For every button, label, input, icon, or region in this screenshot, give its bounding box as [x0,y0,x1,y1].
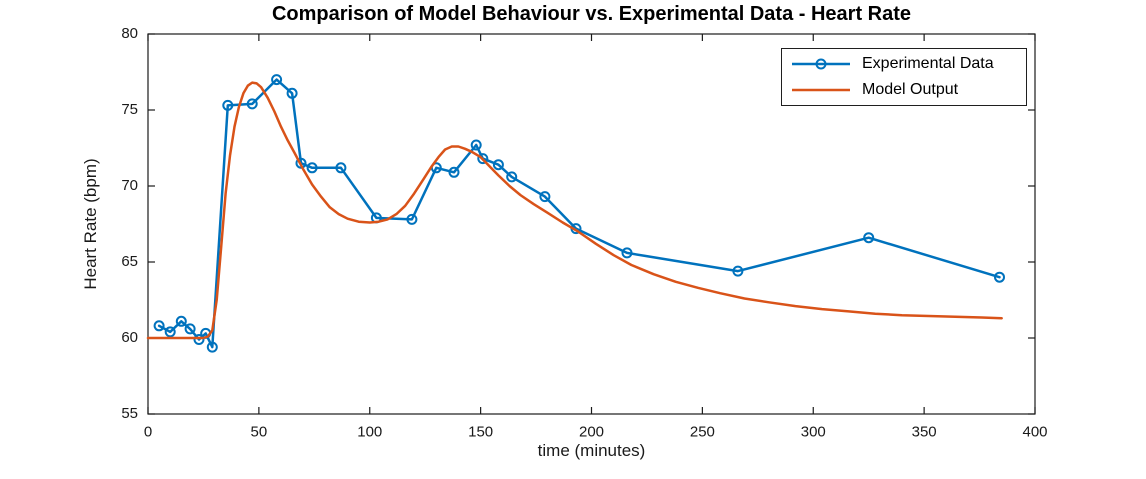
data-point-marker [175,315,187,327]
legend-sample-experimental [792,58,850,70]
legend: Experimental Data Model Output [781,48,1027,106]
data-point-marker [184,323,196,335]
data-point-marker [286,87,298,99]
data-point-marker [271,74,283,86]
y-axis-label: Heart Rate (bpm) [81,158,100,290]
data-point-marker [477,153,489,165]
legend-label-model: Model Output [862,81,959,98]
x-tick-label: 400 [1022,423,1047,440]
data-point-marker [153,320,165,332]
chart-title: Comparison of Model Behaviour vs. Experi… [271,3,912,25]
data-point-marker [621,247,633,259]
legend-sample-model [792,88,850,92]
data-point-marker [994,271,1005,283]
series-line-0 [157,78,1001,349]
legend-item-model-output[interactable]: Model Output [790,77,1018,103]
x-tick-label: 250 [690,423,715,440]
data-point-marker [246,98,258,110]
x-tick-label: 50 [251,423,268,440]
legend-label-experimental: Experimental Data [862,55,994,72]
data-point-marker [448,166,460,178]
data-point-marker [506,171,518,183]
y-tick-label: 70 [121,177,138,194]
x-tick-label: 100 [357,423,382,440]
data-point-marker [863,232,875,244]
data-point-marker [206,341,218,353]
data-point-marker [222,99,234,111]
x-tick-label: 300 [801,423,826,440]
x-tick-label: 200 [579,423,604,440]
x-axis-label: time (minutes) [537,441,646,460]
y-tick-label: 60 [121,329,138,346]
x-tick-label: 0 [144,423,152,440]
y-tick-label: 75 [121,101,138,118]
data-point-marker [335,162,347,174]
data-point-marker [732,265,744,277]
y-tick-label: 55 [121,405,138,422]
data-point-marker [164,326,176,338]
legend-item-experimental-data[interactable]: Experimental Data [790,51,1018,77]
legend-circle-marker-icon [815,58,827,70]
data-point-marker [492,159,504,171]
data-point-marker [193,334,205,345]
data-point-marker [306,162,318,174]
data-point-marker [470,139,482,151]
series-line-1 [146,81,1003,340]
data-point-marker [539,191,551,203]
data-point-marker [406,213,418,225]
x-tick-label: 150 [468,423,493,440]
y-tick-label: 80 [121,25,138,42]
y-tick-label: 65 [121,253,138,270]
x-tick-label: 350 [912,423,937,440]
